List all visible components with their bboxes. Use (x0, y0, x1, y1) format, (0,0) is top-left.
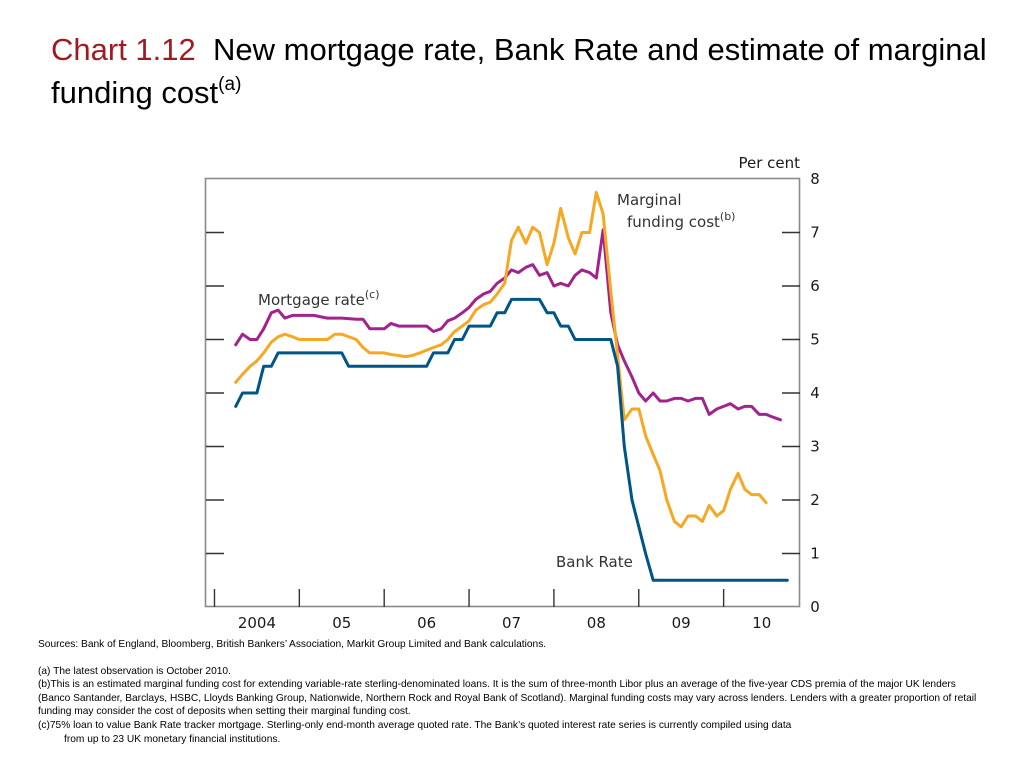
x-tick-label: 08 (587, 614, 606, 632)
chart-title: Chart 1.12 New mortgage rate, Bank Rate … (51, 28, 991, 114)
y-tick-label: 0 (810, 598, 820, 616)
mortgage-rate-line (234, 228, 782, 422)
x-tick-label: 09 (672, 614, 691, 632)
title-footnote-marker: (a) (218, 74, 242, 95)
y-tick-label: 3 (810, 438, 820, 456)
footnote-c-continued: from up to 23 UK monetary financial inst… (64, 733, 281, 745)
y-tick-label: 4 (810, 384, 820, 402)
y-tick-label: 5 (810, 331, 820, 349)
footnote-c: (c)75% loan to value Bank Rate tracker m… (38, 719, 792, 731)
x-tick-label: 07 (502, 614, 521, 632)
y-tick-label: 6 (810, 277, 820, 295)
marginal-funding-cost-line (234, 190, 768, 529)
footnote-a: (a) The latest observation is October 20… (38, 665, 231, 677)
y-tick-label: 2 (810, 491, 820, 509)
footnote-b: (b)This is an estimated marginal funding… (38, 679, 977, 718)
x-tick-label: 10 (752, 614, 771, 632)
y-tick-label: 8 (810, 170, 820, 188)
mortgage-rate-label: Mortgage rate(c) (258, 288, 380, 309)
x-axis: 2004 05 06 07 08 09 10 (213, 589, 771, 632)
bank-rate-label: Bank Rate (556, 553, 633, 571)
marginal-funding-cost-label: Marginal funding cost(b) (617, 191, 735, 231)
series-labels: Mortgage rate(c) Marginal funding cost(b) B… (258, 191, 735, 571)
series-lines (234, 190, 789, 582)
y-axis-label: Per cent (738, 154, 800, 172)
y-tick-label: 1 (810, 545, 820, 563)
footnotes: Sources: Bank of England, Bloomberg, Bri… (38, 638, 978, 746)
y-axis: 0 1 2 3 4 5 6 7 8 (206, 170, 820, 616)
x-tick-label: 2004 (238, 614, 276, 632)
x-tick-label: 06 (417, 614, 436, 632)
chart-title-text: New mortgage rate, Bank Rate and estimat… (51, 32, 987, 110)
bank-rate-line (234, 297, 789, 582)
y-tick-label: 7 (810, 224, 820, 242)
chart-number: Chart 1.12 (51, 32, 196, 67)
x-tick-label: 05 (332, 614, 351, 632)
plot-frame (204, 177, 801, 608)
sources-note: Sources: Bank of England, Bloomberg, Bri… (38, 639, 547, 650)
